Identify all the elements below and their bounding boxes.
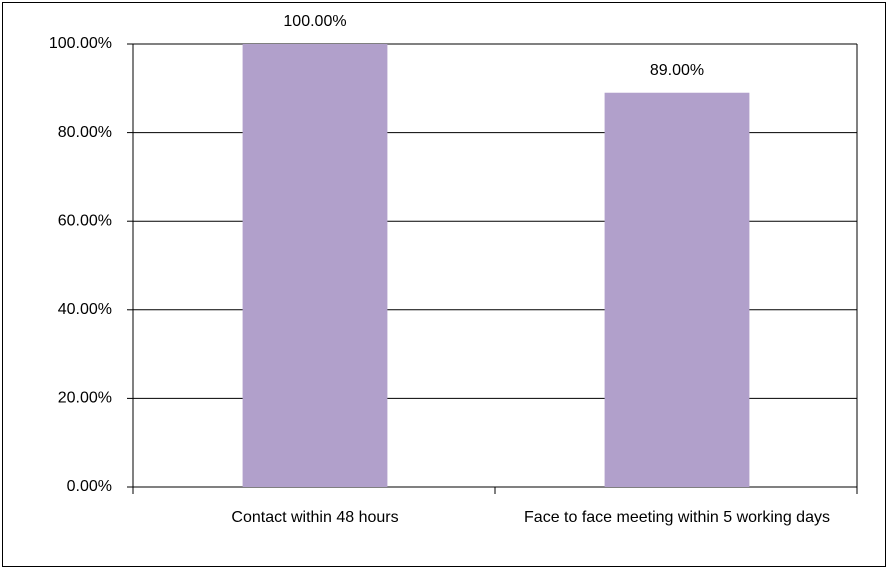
x-tick-label: Contact within 48 hours: [231, 509, 399, 526]
bar: [242, 44, 388, 487]
y-tick-label: 20.00%: [58, 390, 112, 407]
y-tick-label: 40.00%: [58, 301, 112, 318]
y-tick-label: 100.00%: [49, 35, 112, 52]
bar: [604, 92, 750, 487]
value-label: 100.00%: [283, 13, 346, 30]
value-label: 89.00%: [650, 62, 704, 79]
x-tick-label: Face to face meeting within 5 working da…: [524, 509, 830, 526]
y-tick-label: 0.00%: [67, 478, 112, 495]
y-tick-label: 60.00%: [58, 212, 112, 229]
y-tick-label: 80.00%: [58, 124, 112, 141]
